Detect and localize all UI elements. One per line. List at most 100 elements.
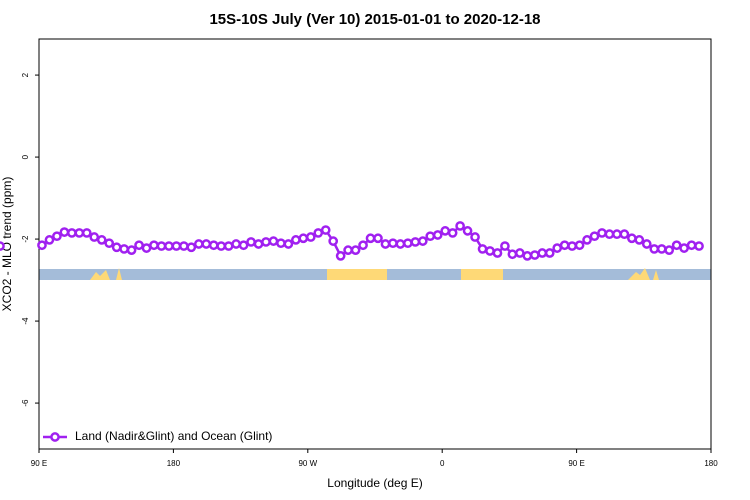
data-point (529, 250, 540, 260)
data-point (96, 235, 107, 245)
data-point (425, 231, 436, 242)
data-point (417, 236, 428, 246)
data-point (126, 245, 137, 255)
x-axis-title: Longitude (deg E) (327, 476, 422, 490)
data-point (477, 244, 488, 254)
data-point (149, 240, 159, 251)
land-band (628, 268, 650, 280)
y-tick-label: -4 (21, 317, 30, 325)
data-point (74, 228, 85, 238)
data-point (395, 239, 406, 249)
y-tick-label: 0 (21, 154, 30, 159)
data-point (574, 240, 585, 251)
data-point (515, 248, 525, 258)
data-point (470, 232, 480, 242)
data-point (134, 240, 144, 251)
data-point (67, 228, 77, 238)
data-point (410, 237, 421, 247)
data-point (567, 241, 577, 251)
land-band (653, 270, 659, 280)
data-point (179, 241, 189, 251)
data-point (276, 238, 286, 249)
land-band (327, 269, 387, 280)
land-band (461, 269, 503, 280)
data-point (388, 238, 398, 249)
y-axis-title: XCO2 - MLO trend (ppm) (0, 177, 14, 312)
data-point (403, 238, 413, 249)
data-point (522, 251, 533, 261)
data-point (156, 241, 167, 251)
data-point (432, 230, 443, 240)
x-tick-label: 180 (704, 459, 718, 468)
data-point (507, 249, 518, 260)
x-tick-label: 90 W (298, 459, 317, 468)
data-point (462, 226, 473, 236)
data-point (634, 235, 645, 245)
data-point (104, 238, 115, 249)
data-point (305, 232, 316, 242)
data-point (365, 233, 376, 244)
data-point (544, 248, 555, 258)
chart-title: 15S-10S July (Ver 10) 2015-01-01 to 2020… (209, 11, 540, 28)
data-point (664, 245, 675, 255)
data-point (492, 248, 503, 258)
data-point (671, 240, 682, 251)
data-point (238, 240, 249, 251)
data-point (119, 244, 129, 254)
x-tick-label: 90 E (31, 459, 47, 468)
data-point (81, 228, 92, 238)
data-point (589, 231, 600, 242)
data-point (612, 229, 622, 240)
data-point (619, 229, 630, 240)
data-point (268, 236, 279, 246)
data-point (37, 240, 47, 251)
data-point (261, 237, 271, 247)
data-point (604, 229, 615, 240)
data-point (283, 239, 294, 249)
data-point (380, 239, 391, 249)
data-point (447, 228, 458, 238)
data-point (208, 240, 219, 251)
y-tick-label: 2 (21, 72, 30, 77)
data-point (343, 245, 353, 255)
data-point (440, 226, 451, 236)
data-point (164, 241, 174, 251)
data-point (582, 235, 592, 245)
data-point (455, 221, 465, 231)
data-point (141, 243, 152, 253)
data-point (335, 251, 346, 261)
data-point (679, 243, 689, 253)
data-point (559, 240, 570, 251)
data-point (485, 246, 495, 256)
land-ocean-strip (39, 268, 711, 280)
data-point (216, 241, 227, 251)
legend-label: Land (Nadir&Glint) and Ocean (Glint) (75, 429, 272, 443)
data-point (253, 239, 264, 249)
data-point (231, 239, 241, 249)
data-point (373, 233, 383, 244)
x-tick-label: 0 (440, 459, 445, 468)
data-point (537, 248, 548, 258)
data-point (298, 233, 309, 244)
land-band (116, 268, 122, 280)
data-point (59, 227, 70, 237)
x-tick-label: 90 E (568, 459, 584, 468)
data-point (246, 237, 256, 247)
data-point (627, 233, 637, 244)
data-point (0, 241, 5, 251)
data-point (350, 245, 361, 255)
land-band (90, 270, 110, 280)
y-tick-label: -6 (21, 399, 30, 407)
data-point (291, 235, 301, 245)
data-point (320, 225, 331, 235)
data-point (694, 241, 704, 251)
data-point (649, 244, 660, 254)
data-point (328, 236, 339, 246)
data-point (358, 240, 368, 251)
data-point (89, 232, 100, 242)
data-point (686, 240, 697, 251)
data-point (171, 241, 182, 251)
data-point (111, 242, 122, 253)
data-point (193, 239, 204, 249)
